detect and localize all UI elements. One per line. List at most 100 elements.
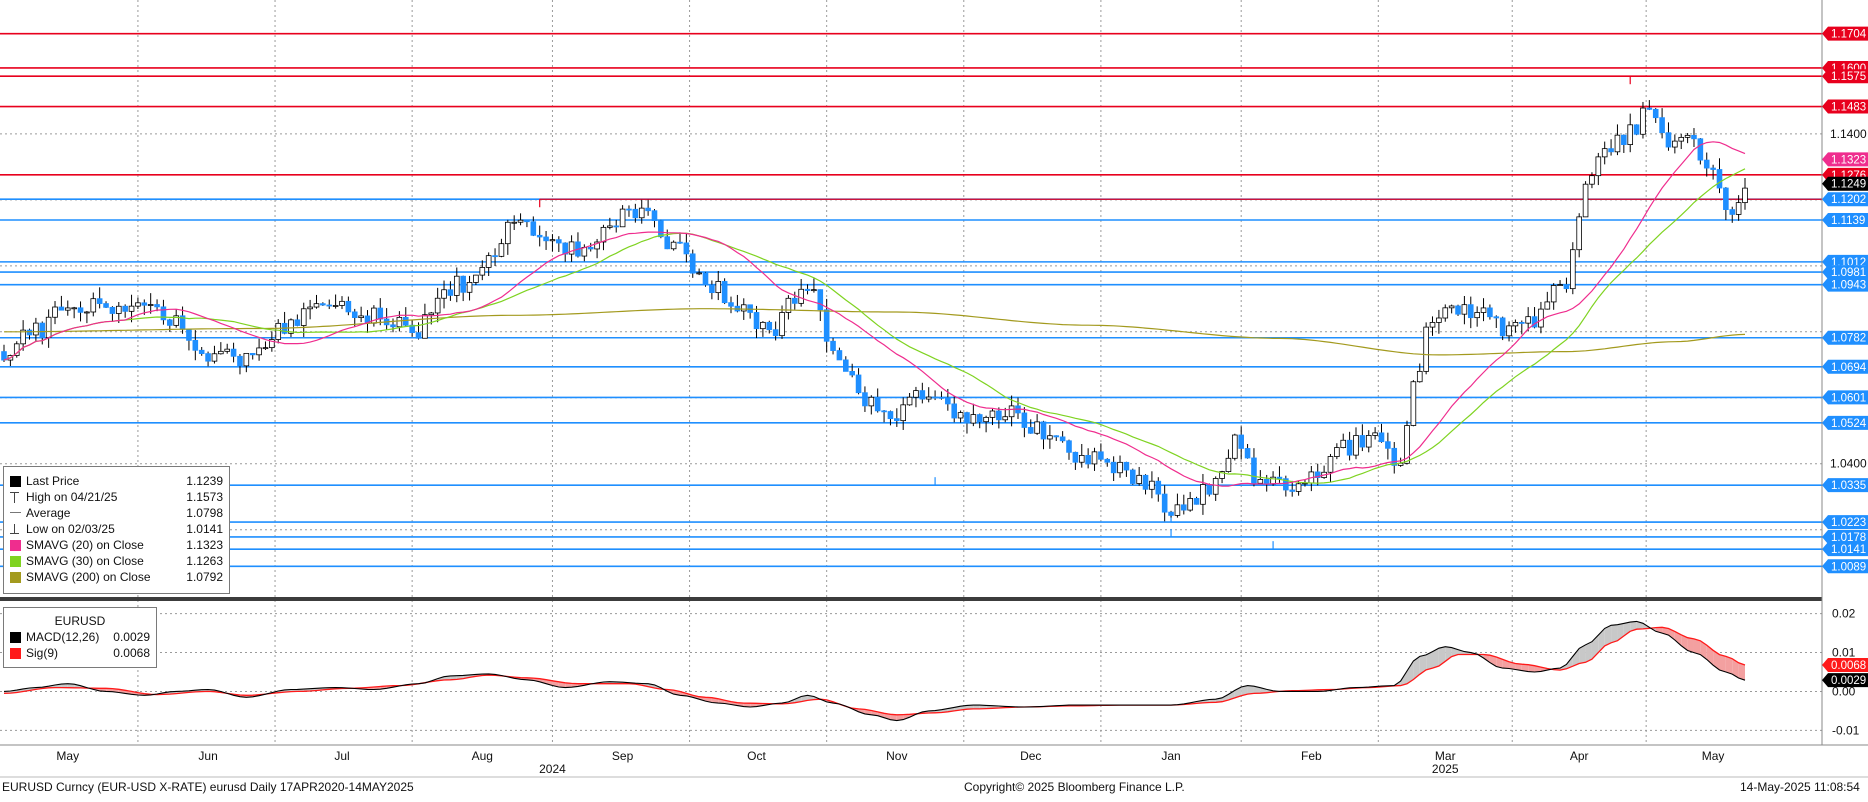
x-tick-label: Jul [334,749,349,763]
candle-down [1468,305,1473,318]
candle-up [1551,285,1556,301]
candle-up [136,303,141,306]
candle-down [1162,494,1167,512]
price-tag-label: 1.1704 [1831,29,1867,41]
candle-down [882,411,887,412]
price-tag-label: 1.0178 [1831,532,1866,544]
legend-sma30: SMAVG (30) on Close 1.1263 [4,553,229,569]
candle-up [550,240,555,241]
macd-legend-title: EURUSD [4,613,156,629]
candle-down [250,353,255,354]
candle-up [314,304,319,307]
candle-down [556,240,561,243]
legend-value: 1.0141 [186,521,223,537]
candle-down [531,222,536,236]
candle-up [1743,188,1748,203]
candle-up [1003,417,1008,420]
candle-up [1258,479,1263,483]
candle-up [148,305,153,306]
candle-down [1385,442,1390,449]
candle-up [1226,458,1231,471]
candle-down [1564,285,1569,289]
legend-label: SMAVG (20) on Close [26,537,144,553]
candle-up [474,275,479,282]
candle-down [1666,133,1671,147]
macd-fill-segment [1719,655,1725,672]
candle-down [665,237,670,249]
x-tick-label: Aug [472,749,493,763]
candle-down [792,298,797,303]
price-tag-label: 1.0981 [1831,267,1866,279]
candle-down [658,221,663,237]
candle-up [212,354,217,361]
candle-up [799,289,804,303]
price-tag-label: 0.0029 [1831,675,1866,687]
candle-down [1105,459,1110,462]
legend-label: MACD(12,26) [26,629,99,645]
candle-down [831,341,836,350]
legend-label: Average [26,505,70,521]
candle-down [1717,169,1722,188]
candle-down [888,412,893,419]
candle-down [1653,109,1658,117]
x-tick-label: May [56,749,79,763]
candle-down [863,393,868,406]
candle-up [639,208,644,218]
price-tag-label: 1.1323 [1831,154,1866,166]
candle-down [1156,481,1161,494]
candle-up [1175,505,1180,516]
candle-up [1641,108,1646,134]
candle-down [1609,149,1614,152]
candle-up [85,312,90,313]
legend-last-price: Last Price 1.1239 [4,473,229,489]
candle-down [206,354,211,362]
candle-up [1539,309,1544,327]
candle-down [1252,458,1257,483]
price-tag-label: 1.1483 [1831,102,1866,114]
level-price-tag: 1.0335 [1822,478,1868,492]
candle-down [295,320,300,326]
level-price-tag: 1.0524 [1822,416,1868,430]
candle-up [1590,176,1595,185]
last-price-swatch [10,476,21,487]
footer-timestamp: 14-May-2025 11:08:54 [1740,780,1860,794]
macd-title: EURUSD [55,614,106,628]
legend-average: Average 1.0798 [4,505,229,521]
candle-down [1723,188,1728,210]
candle-down [1500,318,1505,336]
candle-down [684,243,689,254]
candle-up [1232,435,1237,458]
x-tick-label: Jun [198,749,217,763]
candle-up [480,267,485,275]
price-tag-label: 1.0601 [1831,392,1866,404]
level-price-tag: 1.1483 [1822,100,1868,114]
candle-up [1201,484,1206,504]
candle-down [1392,448,1397,465]
candle-down [703,273,708,285]
candle-up [257,348,262,355]
candle-down [1360,436,1365,448]
candle-down [875,397,880,411]
legend-high: High on 04/21/25 1.1573 [4,489,229,505]
legend-label: Low on 02/03/25 [26,521,115,537]
candle-up [244,353,249,365]
x-tick-label: Apr [1570,749,1589,763]
candle-up [607,226,612,227]
legend-low: Low on 02/03/25 1.0141 [4,521,229,537]
candle-up [926,397,931,399]
candle-down [843,360,848,371]
candle-down [1086,455,1091,464]
macd-fill-segment [1248,686,1254,694]
candle-up [218,351,223,353]
candle-down [110,307,115,313]
candle-down [1456,306,1461,314]
candle-down [1143,475,1148,489]
candle-up [72,308,77,309]
candle-down [646,208,651,211]
x-tick-label: May [1702,749,1725,763]
candle-down [544,237,549,241]
x-tick-label: Mar [1435,749,1456,763]
price-tag-label: 1.1139 [1831,215,1865,227]
candle-down [403,317,408,325]
